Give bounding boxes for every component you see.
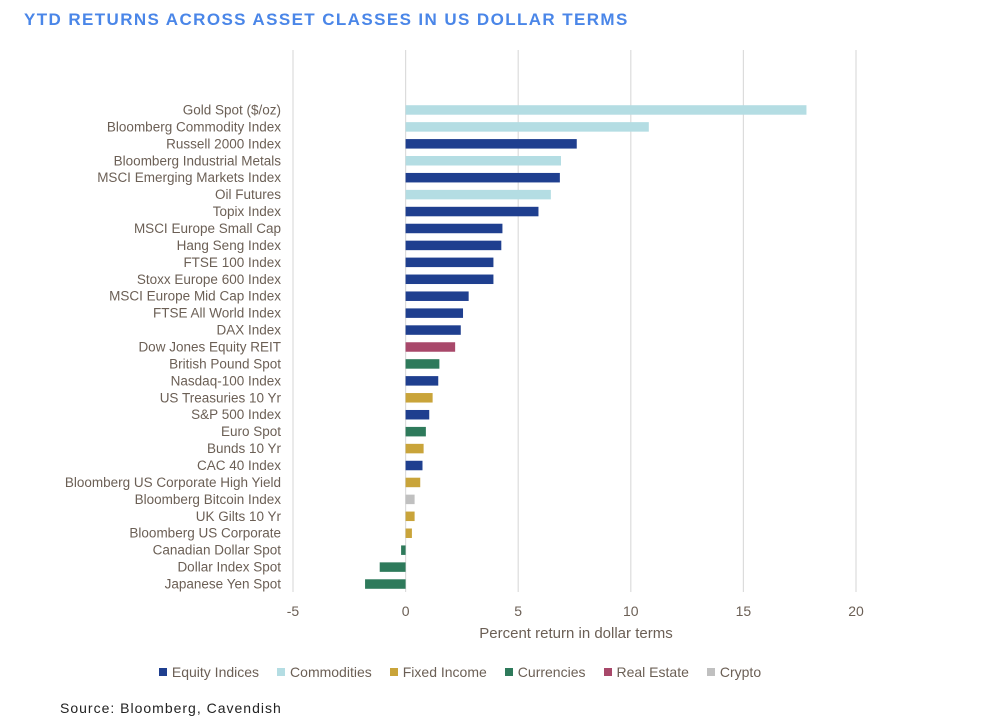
category-label: Dow Jones Equity REIT <box>138 340 281 355</box>
category-label: Stoxx Europe 600 Index <box>137 272 281 287</box>
x-axis-label: Percent return in dollar terms <box>479 625 672 642</box>
category-label: Hang Seng Index <box>177 238 282 253</box>
bar <box>405 409 430 420</box>
legend-label: Crypto <box>719 664 762 680</box>
source-note: Source: Bloomberg, Cavendish <box>60 700 282 716</box>
bar <box>405 528 412 538</box>
category-label: British Pound Spot <box>169 356 281 371</box>
bar <box>405 443 424 454</box>
category-label: Bunds 10 Yr <box>207 441 282 456</box>
bar <box>405 308 464 318</box>
category-label: Canadian Dollar Spot <box>153 543 282 558</box>
category-label: Dollar Index Spot <box>177 560 281 575</box>
category-label: CAC 40 Index <box>197 458 281 473</box>
bar <box>405 206 539 217</box>
category-label: Bloomberg Bitcoin Index <box>135 492 282 507</box>
legend-label: Equity Indices <box>171 664 260 680</box>
legend-swatch <box>603 668 612 676</box>
bar <box>401 545 406 555</box>
legend-label: Real Estate <box>616 664 689 680</box>
bar <box>405 426 426 437</box>
legend-item: Commodities <box>277 664 372 680</box>
x-tick-label: -5 <box>287 603 300 619</box>
legend-item: Real Estate <box>603 664 689 680</box>
chart-title: YTD RETURNS ACROSS ASSET CLASSES IN US D… <box>24 10 629 29</box>
bar <box>405 494 415 505</box>
bar <box>405 342 456 352</box>
legend-label: Fixed Income <box>402 664 487 680</box>
legend-item: Crypto <box>706 664 762 680</box>
bar <box>405 291 469 301</box>
legend-swatch <box>389 668 398 676</box>
category-label: Oil Futures <box>215 187 281 202</box>
bar <box>405 274 494 285</box>
x-tick-label: 10 <box>623 603 639 619</box>
bar <box>405 223 503 234</box>
category-label: S&P 500 Index <box>191 407 281 422</box>
bar <box>379 562 406 572</box>
legend-label: Currencies <box>517 664 586 680</box>
category-label: DAX Index <box>216 323 281 338</box>
x-tick-label: 0 <box>402 603 410 619</box>
category-label: US Treasuries 10 Yr <box>160 390 282 405</box>
category-label: FTSE 100 Index <box>183 255 281 270</box>
legend-swatch <box>277 668 286 676</box>
category-label: FTSE All World Index <box>153 306 281 321</box>
category-label: UK Gilts 10 Yr <box>196 509 282 524</box>
legend-swatch <box>706 668 715 676</box>
legend-item: Equity Indices <box>158 664 260 680</box>
bar <box>405 393 433 403</box>
category-label: Japanese Yen Spot <box>165 577 282 592</box>
bar <box>405 511 415 522</box>
legend-swatch <box>158 668 167 676</box>
legend-swatch <box>504 668 513 676</box>
bar <box>405 139 577 149</box>
bar <box>405 105 807 115</box>
category-label: MSCI Europe Small Cap <box>134 221 281 236</box>
bar <box>405 257 494 268</box>
legend-item: Fixed Income <box>389 664 487 680</box>
chart-legend: Equity Indices Commodities Fixed Income Cur… <box>0 664 920 680</box>
bar <box>405 172 560 183</box>
category-label: MSCI Emerging Markets Index <box>97 170 281 185</box>
category-label: Gold Spot ($/oz) <box>183 102 281 117</box>
bar <box>405 359 440 369</box>
category-label: Bloomberg US Corporate High Yield <box>65 475 281 490</box>
legend-label: Commodities <box>290 664 372 680</box>
bar <box>405 189 551 200</box>
bar <box>405 122 649 132</box>
bar <box>405 240 502 251</box>
bar <box>405 156 561 166</box>
x-tick-label: 20 <box>848 603 864 619</box>
x-tick-label: 5 <box>514 603 522 619</box>
category-label: Bloomberg US Corporate <box>129 526 281 541</box>
bar <box>365 579 406 589</box>
bar <box>405 477 421 488</box>
category-label: Nasdaq-100 Index <box>171 373 282 388</box>
legend-item: Currencies <box>504 664 586 680</box>
x-tick-label: 15 <box>736 603 752 619</box>
category-label: Bloomberg Commodity Index <box>107 119 281 134</box>
bar <box>405 376 439 386</box>
category-label: MSCI Europe Mid Cap Index <box>109 289 281 304</box>
category-label: Bloomberg Industrial Metals <box>114 153 282 168</box>
category-label: Euro Spot <box>221 424 281 439</box>
bar <box>405 460 423 471</box>
bar <box>405 325 461 335</box>
category-label: Russell 2000 Index <box>166 136 281 151</box>
category-label: Topix Index <box>213 204 282 219</box>
